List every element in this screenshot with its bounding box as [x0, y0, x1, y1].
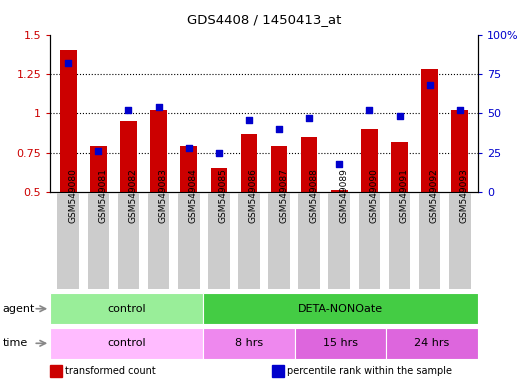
FancyBboxPatch shape: [449, 193, 470, 289]
Text: DETA-NONOate: DETA-NONOate: [298, 304, 383, 314]
Point: [456, 107, 464, 113]
Bar: [203, 328, 295, 359]
Bar: [421, 69, 438, 192]
Point: [244, 116, 253, 122]
Text: control: control: [107, 304, 146, 314]
Bar: [181, 146, 197, 192]
FancyBboxPatch shape: [208, 193, 230, 289]
Bar: [50, 328, 203, 359]
Bar: [391, 142, 408, 192]
Point: [154, 104, 163, 110]
Bar: [386, 328, 478, 359]
Text: GSM549092: GSM549092: [430, 169, 439, 223]
Bar: [50, 293, 203, 324]
Point: [395, 113, 404, 119]
Text: GSM549087: GSM549087: [279, 169, 288, 223]
FancyBboxPatch shape: [389, 193, 410, 289]
Text: GDS4408 / 1450413_at: GDS4408 / 1450413_at: [187, 13, 341, 26]
Text: GSM549081: GSM549081: [98, 169, 107, 223]
Bar: [241, 134, 257, 192]
Text: GSM549080: GSM549080: [68, 169, 77, 223]
FancyBboxPatch shape: [419, 193, 440, 289]
Point: [184, 145, 193, 151]
Text: GSM549083: GSM549083: [158, 169, 167, 223]
FancyBboxPatch shape: [328, 193, 350, 289]
FancyBboxPatch shape: [118, 193, 139, 289]
Bar: [301, 137, 317, 192]
FancyBboxPatch shape: [238, 193, 260, 289]
FancyBboxPatch shape: [268, 193, 290, 289]
Point: [214, 150, 223, 156]
Text: time: time: [3, 338, 28, 348]
FancyBboxPatch shape: [88, 193, 109, 289]
Point: [124, 107, 133, 113]
Text: control: control: [107, 338, 146, 348]
Text: percentile rank within the sample: percentile rank within the sample: [287, 366, 452, 376]
Point: [335, 161, 344, 167]
Bar: [211, 169, 227, 192]
Point: [64, 60, 72, 66]
Text: transformed count: transformed count: [65, 366, 156, 376]
Text: 15 hrs: 15 hrs: [323, 338, 358, 348]
Text: GSM549088: GSM549088: [309, 169, 318, 223]
FancyBboxPatch shape: [298, 193, 320, 289]
Point: [426, 82, 434, 88]
Bar: [295, 328, 386, 359]
Bar: [271, 146, 287, 192]
FancyBboxPatch shape: [359, 193, 380, 289]
Text: GSM549091: GSM549091: [400, 169, 409, 223]
Point: [94, 148, 102, 154]
FancyBboxPatch shape: [148, 193, 169, 289]
FancyBboxPatch shape: [58, 193, 79, 289]
Point: [305, 115, 314, 121]
Bar: [361, 129, 378, 192]
Bar: [90, 146, 107, 192]
Bar: [120, 121, 137, 192]
FancyBboxPatch shape: [178, 193, 200, 289]
Bar: [150, 110, 167, 192]
Text: GSM549086: GSM549086: [249, 169, 258, 223]
Text: GSM549082: GSM549082: [128, 169, 137, 223]
Text: 8 hrs: 8 hrs: [234, 338, 263, 348]
Text: GSM549089: GSM549089: [340, 169, 348, 223]
Bar: [60, 50, 77, 192]
Bar: [451, 110, 468, 192]
Text: GSM549084: GSM549084: [188, 169, 197, 223]
Bar: [203, 293, 478, 324]
Text: GSM549085: GSM549085: [219, 169, 228, 223]
Text: GSM549093: GSM549093: [460, 169, 469, 223]
Point: [365, 107, 374, 113]
Point: [275, 126, 284, 132]
Text: 24 hrs: 24 hrs: [414, 338, 450, 348]
Text: agent: agent: [3, 304, 35, 314]
Text: GSM549090: GSM549090: [370, 169, 379, 223]
Bar: [331, 190, 347, 192]
